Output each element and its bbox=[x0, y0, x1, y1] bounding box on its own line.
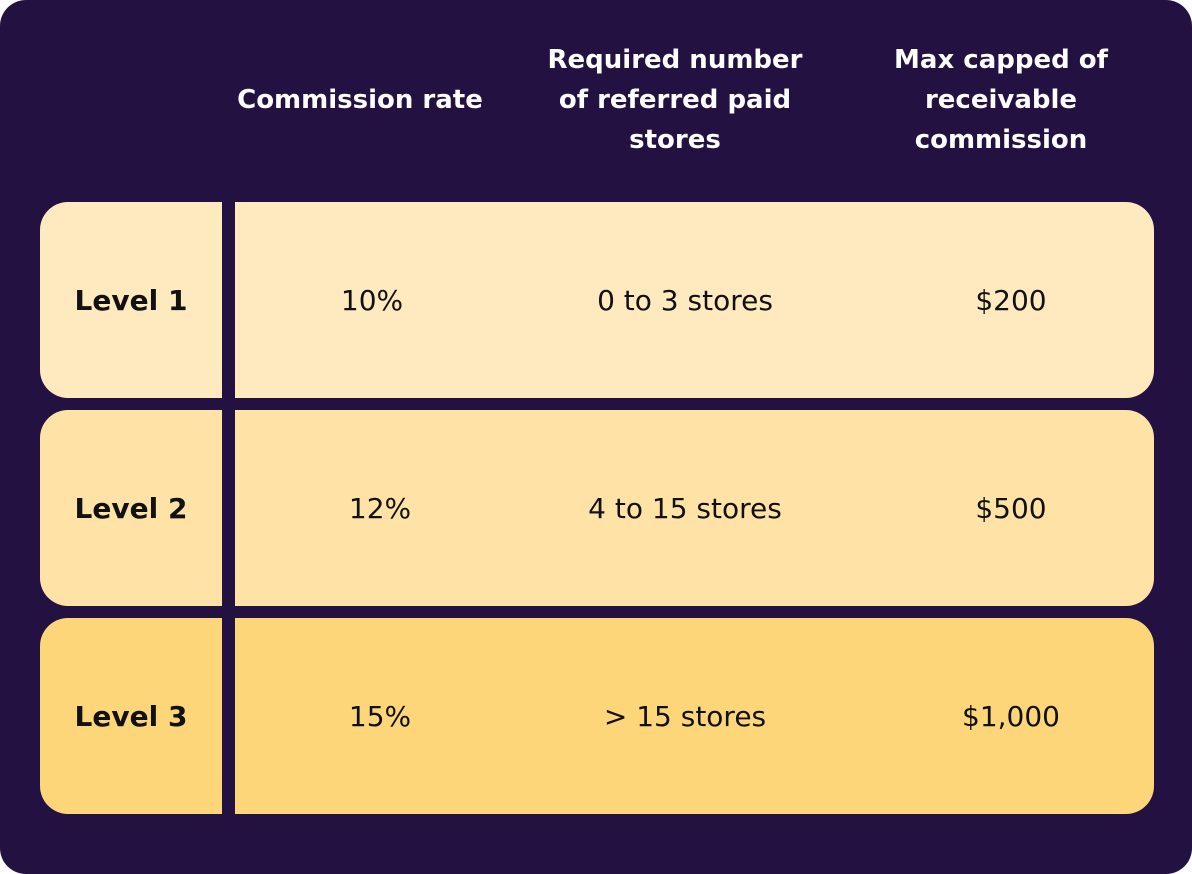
level-label: Level 3 bbox=[74, 699, 188, 733]
header-max-capped: Max capped of receivable commission bbox=[894, 45, 1108, 155]
max-cap-value: $200 bbox=[975, 283, 1047, 317]
required-stores-value: 4 to 15 stores bbox=[588, 491, 782, 525]
header-required-stores: Required number of referred paid stores bbox=[547, 45, 803, 155]
table-row-level-1: Level 1 10% 0 to 3 stores $200 bbox=[40, 202, 1154, 398]
required-stores-value: > 15 stores bbox=[603, 699, 767, 733]
level-label: Level 1 bbox=[74, 283, 188, 317]
row-divider bbox=[222, 618, 235, 814]
row-divider bbox=[222, 202, 235, 398]
level-label: Level 2 bbox=[74, 491, 188, 525]
table-row-level-3: Level 3 15% > 15 stores $1,000 bbox=[40, 618, 1154, 814]
max-cap-value: $500 bbox=[975, 491, 1047, 525]
commission-rate-value: 15% bbox=[348, 699, 412, 733]
commission-rate-value: 10% bbox=[340, 283, 404, 317]
required-stores-value: 0 to 3 stores bbox=[597, 283, 773, 317]
row-divider bbox=[222, 410, 235, 606]
table-row-level-2: Level 2 12% 4 to 15 stores $500 bbox=[40, 410, 1154, 606]
commission-rate-value: 12% bbox=[348, 491, 412, 525]
header-commission-rate: Commission rate bbox=[237, 85, 483, 115]
max-cap-value: $1,000 bbox=[962, 699, 1060, 733]
